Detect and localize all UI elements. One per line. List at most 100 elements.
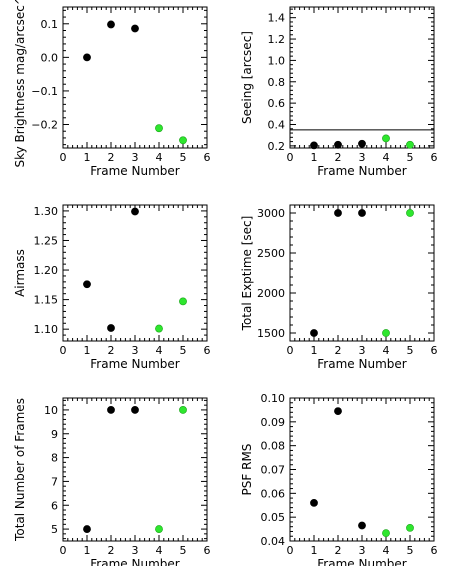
x-tick-label: 0	[287, 344, 294, 357]
x-tick-label: 0	[287, 544, 294, 557]
y-axis-label: Total Number of Frames	[13, 398, 27, 542]
x-tick-label: 1	[84, 544, 91, 557]
x-tick-label: 5	[407, 151, 414, 164]
data-point	[83, 280, 91, 289]
data-point-highlighted	[382, 529, 390, 538]
chart-panel-seeing: 0 1 2 3 4 5 6 0.2 0.4 0.6 0.8 1.0 1.2 1.4 Frame Number…	[240, 6, 438, 178]
x-tick-label: 1	[84, 151, 91, 164]
data-point-highlighted	[406, 140, 414, 149]
data-point-highlighted	[155, 124, 163, 133]
y-tick-label: 1.10	[34, 323, 59, 336]
y-tick-label: 9	[51, 428, 58, 441]
data-point	[310, 329, 318, 337]
x-tick-label: 4	[383, 544, 390, 557]
x-tick-label: 1	[311, 151, 318, 164]
chart-panel-airmass: 0 1 2 3 4 5 6 1.10 1.15 1.20 1.25 1.30 Frame Number A…	[13, 204, 211, 371]
x-tick-label: 5	[180, 344, 187, 357]
y-axis-label: Seeing [arcsec]	[240, 31, 254, 124]
x-tick-label: 3	[359, 344, 366, 357]
data-point-highlighted	[382, 329, 390, 337]
y-tick-label: 0.1	[41, 18, 59, 31]
data-point	[107, 406, 115, 414]
x-axis-label: Frame Number	[90, 357, 179, 371]
data-point-highlighted	[406, 523, 414, 532]
data-point	[83, 525, 91, 533]
x-tick-label: 5	[407, 544, 414, 557]
chart-panel-exptime: 0 1 2 3 4 5 6 1500 2000 2500 3000 Frame Number Total…	[240, 204, 438, 371]
plot-frame	[289, 204, 435, 342]
y-tick-label: 8	[51, 452, 58, 465]
y-tick-label: 1500	[257, 327, 285, 340]
plot-frame	[289, 6, 435, 149]
y-tick-label: −0.1	[31, 85, 58, 98]
y-tick-label: 0.09	[261, 416, 286, 429]
y-tick-label: 0.10	[261, 392, 286, 405]
x-axis-label: Frame Number	[317, 557, 406, 566]
x-tick-label: 6	[204, 344, 211, 357]
x-tick-label: 4	[156, 344, 163, 357]
y-axis-label: Sky Brightness mag/arcsec^2	[13, 0, 27, 168]
y-tick-label: 0.4	[268, 119, 286, 132]
chart-panel-sky: 0 1 2 3 4 5 6 0.1 0.0 −0.1 −0.2 Frame Number Sky Bri…	[13, 0, 211, 178]
y-tick-label: 3000	[257, 207, 285, 220]
plot-frame	[62, 397, 208, 542]
data-point	[334, 140, 342, 149]
x-tick-label: 6	[431, 544, 438, 557]
plot-frame	[62, 204, 208, 342]
x-tick-label: 6	[204, 151, 211, 164]
y-tick-label: 10	[44, 404, 58, 417]
y-axis-label: Airmass	[13, 249, 27, 297]
y-tick-label: 1.30	[34, 205, 59, 218]
x-tick-label: 2	[108, 151, 115, 164]
x-tick-label: 0	[287, 151, 294, 164]
data-point	[310, 498, 318, 507]
data-point-highlighted	[406, 209, 414, 217]
x-tick-label: 1	[311, 544, 318, 557]
y-tick-label: 0.6	[268, 97, 286, 110]
x-axis-label: Frame Number	[317, 164, 406, 178]
y-axis-label: Total Exptime [sec]	[240, 216, 254, 332]
data-point-highlighted	[179, 406, 187, 414]
data-point-highlighted	[179, 136, 187, 145]
x-axis-label: Frame Number	[90, 557, 179, 566]
data-point	[358, 139, 366, 148]
x-tick-label: 2	[108, 344, 115, 357]
data-point	[107, 20, 115, 29]
y-tick-label: 0.8	[268, 76, 286, 89]
x-tick-label: 2	[335, 151, 342, 164]
data-point	[131, 207, 139, 216]
x-tick-label: 3	[132, 151, 139, 164]
plot-frame	[289, 397, 435, 542]
x-tick-label: 3	[359, 151, 366, 164]
data-point	[83, 53, 91, 62]
x-tick-label: 6	[431, 344, 438, 357]
y-axis-label: PSF RMS	[240, 444, 254, 496]
x-tick-label: 5	[407, 344, 414, 357]
data-point	[358, 209, 366, 217]
x-tick-label: 5	[180, 544, 187, 557]
y-tick-label: 0.07	[261, 464, 286, 477]
y-tick-label: −0.2	[31, 119, 58, 132]
data-point	[131, 406, 139, 414]
x-tick-label: 3	[359, 544, 366, 557]
y-tick-label: 1.25	[34, 234, 59, 247]
y-tick-label: 0.04	[261, 535, 286, 548]
data-point-highlighted	[382, 134, 390, 143]
chart-panel-nframes: 0 1 2 3 4 5 6 5 6 7 8 9 10 Frame Number Total Number o…	[13, 397, 211, 566]
x-tick-label: 6	[204, 544, 211, 557]
chart-panel-psf: 0 1 2 3 4 5 6 0.04 0.05 0.06 0.07 0.08 0.09 0.10 Frame…	[240, 392, 438, 566]
data-point	[334, 407, 342, 416]
y-tick-label: 0.08	[261, 440, 286, 453]
data-point	[310, 141, 318, 150]
x-tick-label: 4	[156, 151, 163, 164]
data-point	[107, 324, 115, 332]
y-tick-label: 2000	[257, 287, 285, 300]
y-tick-label: 1.4	[268, 12, 286, 25]
panels: 0 1 2 3 4 5 6 0.1 0.0 −0.1 −0.2 Frame Number Sky Bri…	[13, 0, 438, 566]
x-tick-label: 1	[311, 344, 318, 357]
x-tick-label: 4	[383, 344, 390, 357]
x-tick-label: 2	[108, 544, 115, 557]
x-tick-label: 0	[60, 151, 67, 164]
x-tick-label: 5	[180, 151, 187, 164]
x-tick-label: 0	[60, 544, 67, 557]
